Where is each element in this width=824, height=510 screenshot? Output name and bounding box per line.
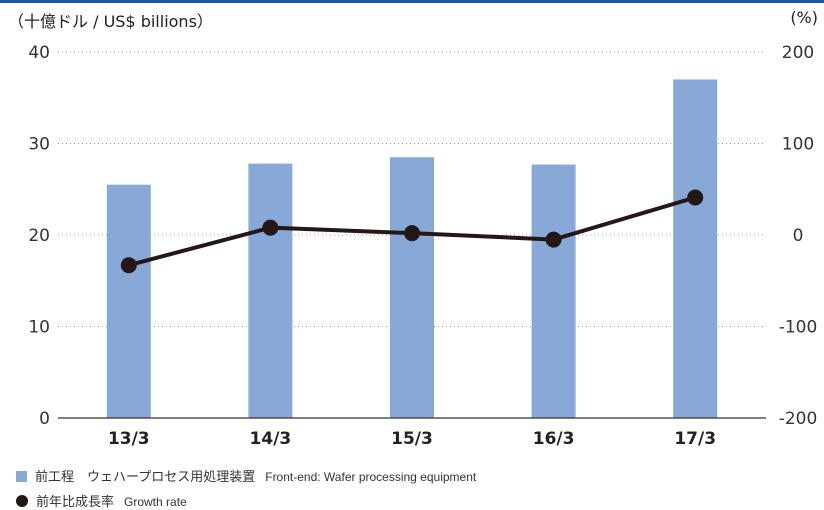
bar [248, 163, 293, 418]
growth-rate-point [404, 225, 420, 242]
growth-rate-point [120, 257, 137, 274]
right-tick-label: -100 [779, 318, 818, 338]
growth-rate-point [262, 219, 279, 236]
bar-swatch-icon [16, 471, 27, 482]
bar-line-chart: 0 10 20 30 40 -200 -100 0 100 200 13/3 14/3 15/3 16/3… [28, 43, 818, 449]
growth-rate-point [545, 231, 562, 248]
legend-item-growth-rate: 前年比成長率 Growth rate [16, 491, 187, 510]
line-dot-icon [16, 495, 28, 507]
category-label: 14/3 [250, 429, 292, 449]
legend-growth-rate-jp: 前年比成長率 [36, 495, 115, 510]
left-tick-label: 0 [39, 409, 50, 429]
bar [106, 184, 151, 418]
bar [673, 79, 718, 418]
legend-growth-rate-en: Growth rate [124, 495, 187, 509]
right-tick-label: 100 [782, 135, 814, 155]
left-axis-unit: （十億ドル / US$ billions） [8, 12, 213, 31]
left-tick-label: 30 [28, 135, 50, 155]
legend-item-wafer-equipment: 前工程 ウェハープロセス用処理装置 Front-end: Wafer proces… [16, 466, 476, 485]
category-label: 15/3 [391, 429, 433, 449]
left-tick-label: 20 [28, 226, 50, 246]
top-rule [0, 0, 824, 3]
right-tick-label: 200 [782, 43, 814, 63]
legend-wafer-equipment-en: Front-end: Wafer processing equipment [265, 470, 477, 484]
legend-wafer-equipment-jp: 前工程 ウェハープロセス用処理装置 [35, 470, 256, 485]
left-tick-label: 10 [28, 318, 50, 338]
right-axis-unit: (%) [790, 8, 818, 27]
bar [390, 157, 434, 418]
left-tick-label: 40 [28, 43, 50, 63]
right-tick-label: -200 [779, 409, 818, 429]
right-tick-label: 0 [793, 226, 804, 246]
category-label: 13/3 [108, 429, 150, 449]
growth-rate-point [687, 189, 704, 206]
category-label: 16/3 [533, 429, 575, 449]
bar [531, 164, 576, 418]
category-label: 17/3 [674, 429, 716, 449]
